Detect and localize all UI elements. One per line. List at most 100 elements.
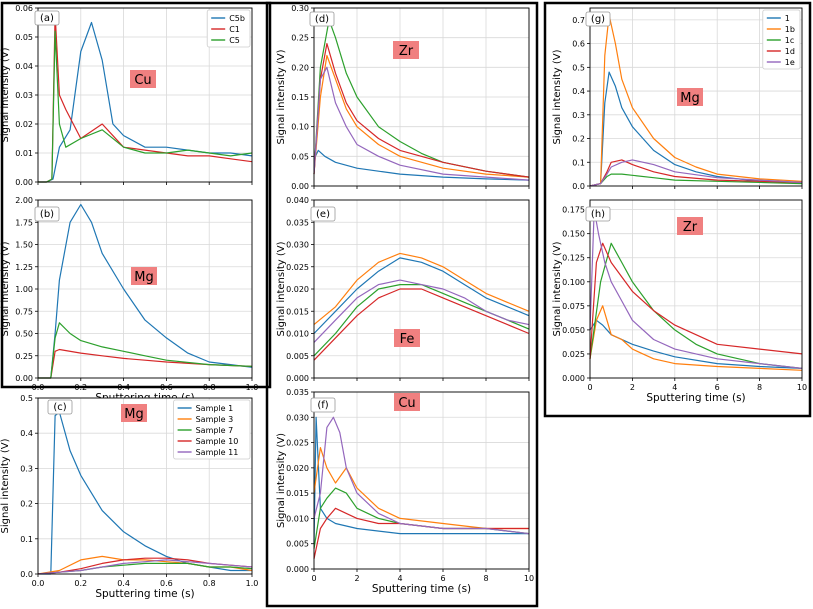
element-label-box	[394, 393, 420, 411]
y-tick-label: 0.5	[572, 63, 585, 72]
x-axis-label: Sputtering time (s)	[95, 588, 194, 600]
panel-d: 0.00 0.05 0.10 0.15 0.20 0.25 0.30 (d) Zr Signal …	[276, 4, 530, 191]
series-line-1d	[589, 159, 803, 187]
panel-label: (h)	[591, 209, 605, 220]
panel-f: 0.000 0.005 0.010 0.015 0.020 0.025 0.030 0.035…	[276, 388, 534, 595]
x-tick-label: 2	[354, 574, 359, 583]
x-tick-label: 0.4	[117, 383, 130, 392]
legend-entry: Sample 11	[196, 448, 239, 457]
y-tick-label: 1.50	[15, 241, 33, 250]
series-line-1d	[589, 242, 803, 359]
element-label: Zr	[399, 44, 414, 59]
y-tick-label: 0.030	[286, 241, 309, 250]
legend-entry: 1d	[785, 47, 795, 56]
legend-entry: Sample 1	[196, 404, 234, 413]
y-tick-label: 0.015	[286, 307, 309, 316]
series-line-1	[313, 149, 530, 181]
legend-entry: Sample 3	[196, 415, 234, 424]
element-label-box	[394, 329, 420, 347]
legend-entry: Sample 7	[196, 426, 234, 435]
legend-box	[173, 399, 251, 460]
element-label: Mg	[134, 270, 153, 285]
element-label-box	[121, 404, 147, 422]
x-tick-label: 6	[715, 383, 720, 392]
series-line-1e	[589, 209, 803, 369]
panel-label-box	[309, 11, 335, 27]
panel-label-box	[585, 206, 611, 222]
panel-label: (c)	[53, 402, 66, 413]
y-tick-label: 0.04	[15, 62, 33, 71]
y-tick-label: 0.1	[572, 158, 585, 167]
x-tick-label: 0.2	[74, 383, 87, 392]
x-tick-label: 4	[397, 574, 402, 583]
series-line-1	[589, 319, 803, 369]
x-tick-label: 10	[797, 383, 807, 392]
x-tick-label: 0.0	[32, 579, 45, 588]
panel-e: 0.000 0.005 0.010 0.015 0.020 0.025 0.030 0.035…	[276, 196, 530, 383]
y-tick-label: 0.06	[15, 4, 33, 13]
panel-label: (b)	[40, 209, 54, 220]
y-tick-label: 0.00	[15, 178, 33, 187]
y-tick-label: 0.025	[562, 350, 585, 359]
y-tick-label: 0.4	[20, 429, 33, 438]
element-label: Cu	[398, 396, 415, 411]
panel-label-box	[310, 397, 336, 413]
x-tick-label: 0.2	[74, 579, 87, 588]
panel-label-box	[34, 10, 60, 26]
panel-label-box	[47, 399, 73, 415]
axes-frame	[313, 7, 530, 187]
element-label: Mg	[680, 91, 699, 106]
y-tick-label: 0.05	[291, 152, 309, 161]
x-tick-label: 0	[587, 383, 592, 392]
legend-entry: Sample 10	[196, 437, 239, 446]
y-tick-label: 0.050	[562, 326, 585, 335]
series-line-1e	[313, 66, 530, 181]
group-frame-def	[265, 1, 539, 608]
x-tick-label: 0.0	[32, 383, 45, 392]
element-label: Fe	[400, 332, 415, 347]
panel-b: 0.00 0.25 0.50 0.75 1.00 1.25 1.50 1.75 2.00 0.0 0…	[0, 196, 258, 404]
y-tick-label: 0.00	[15, 374, 33, 383]
x-tick-label: 0.8	[203, 579, 216, 588]
panel-label-box	[34, 206, 60, 222]
y-tick-label: 0.7	[572, 16, 585, 25]
x-tick-label: 8	[483, 574, 488, 583]
panel-c: 0.0 0.1 0.2 0.3 0.4 0.5 0.0 0.2 0.4 0.6 0.8 1.0 (c) M…	[0, 394, 258, 600]
y-tick-label: 0.75	[15, 307, 33, 316]
x-tick-label: 2	[630, 383, 635, 392]
y-tick-label: 1.25	[15, 263, 33, 272]
series-line-1e	[313, 279, 530, 343]
series-line-1e	[589, 159, 803, 187]
element-label-box	[677, 88, 703, 106]
series-line-1b	[313, 447, 529, 530]
legend-entry: 1	[785, 14, 790, 23]
series-line-1d	[313, 42, 530, 178]
y-tick-label: 0.005	[286, 352, 309, 361]
panel-label: (d)	[315, 14, 329, 25]
panel-label: (e)	[316, 209, 330, 220]
series-line-c5	[38, 322, 253, 379]
legend-entry: C5b	[229, 14, 245, 23]
x-axis-label: Sputtering time (s)	[646, 392, 745, 404]
y-tick-label: 0.3	[572, 111, 585, 120]
y-tick-label: 0.0	[20, 570, 33, 579]
legend-entry: C5	[229, 36, 240, 45]
y-tick-label: 0.125	[562, 254, 585, 263]
y-tick-label: 0.01	[15, 149, 33, 158]
legend-box	[206, 9, 251, 48]
x-tick-label: 0.6	[160, 579, 173, 588]
x-tick-label: 8	[757, 383, 762, 392]
panel-label: (f)	[317, 400, 328, 411]
y-tick-label: 0.020	[286, 464, 309, 473]
y-tick-label: 0.50	[15, 330, 33, 339]
y-tick-label: 0.15	[291, 93, 309, 102]
y-axis-label: Signal intensity (V)	[0, 47, 11, 142]
y-tick-label: 0.0	[572, 182, 585, 191]
series-line-1b	[313, 252, 530, 326]
y-axis-label: Signal intensity (V)	[0, 438, 11, 533]
y-tick-label: 0.040	[286, 196, 309, 205]
series-line-1	[313, 257, 530, 334]
y-tick-label: 0.2	[572, 135, 585, 144]
axes-frame	[37, 7, 253, 183]
x-tick-label: 0	[311, 574, 316, 583]
